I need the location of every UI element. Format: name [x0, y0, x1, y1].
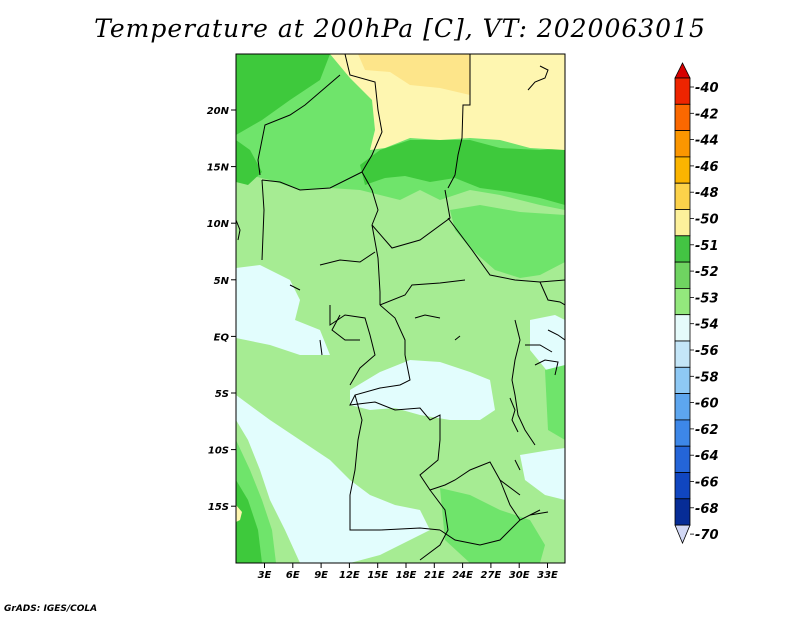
fill-minus52-east — [450, 205, 565, 278]
colorbar-swatch — [674, 314, 691, 342]
colorbar-swatch — [674, 182, 691, 210]
lon-label: 9E — [314, 570, 328, 581]
fill-minus54-se — [530, 315, 565, 372]
chart-title: Temperature at 200hPa [C], VT: 202006301… — [94, 14, 706, 43]
colorbar-swatch — [674, 103, 691, 132]
fill-minus51-band — [360, 140, 565, 205]
colorbar-label: -54 — [695, 318, 719, 333]
colorbar-swatch — [674, 498, 691, 526]
colorbar-bottom-arrow — [674, 524, 691, 545]
colorbar-label: -70 — [695, 528, 719, 543]
fill-minus48-north — [358, 54, 470, 95]
lon-label: 27E — [481, 570, 502, 581]
colorbar-swatch — [674, 472, 691, 500]
colorbar-label: -40 — [695, 81, 719, 96]
colorbar-label: -52 — [695, 265, 719, 280]
lon-label: 3E — [258, 570, 272, 581]
lon-label: 24E — [452, 570, 473, 581]
lon-label: 18E — [396, 570, 417, 581]
colorbar-swatch — [674, 156, 691, 184]
fill-minus52-se — [440, 488, 545, 563]
longitude-axis: 3E 6E 9E 12E 15E 18E 21E 24E 27E 30E 33E — [258, 563, 558, 581]
fill-minus54-south — [236, 395, 430, 563]
fill-minus51-sw — [236, 480, 262, 563]
lat-label: 5S — [215, 389, 229, 400]
fill-minus54-center — [350, 360, 495, 420]
lat-label: 10N — [207, 219, 230, 230]
colorbar-label: -48 — [695, 186, 719, 201]
colorbar-top-arrow — [674, 62, 691, 79]
colorbar-swatch — [674, 419, 691, 447]
colorbar-label: -46 — [695, 160, 719, 175]
colorbar-swatch — [674, 445, 691, 473]
colorbar-swatch — [674, 393, 691, 421]
colorbar-swatch — [674, 209, 691, 237]
latitude-axis: 20N 15N 10N 5N EQ 5S 10S 15S — [207, 106, 236, 513]
colorbar-label: -64 — [695, 449, 719, 464]
colorbar-label: -62 — [695, 423, 719, 438]
fill-minus52-ne-edge — [545, 365, 565, 440]
colorbar-label: -58 — [695, 370, 719, 385]
colorbar-label: -60 — [695, 397, 719, 412]
colorbar-label: -68 — [695, 502, 719, 517]
colorbar-swatch — [674, 340, 691, 368]
colorbar-label: -53 — [695, 291, 719, 306]
colorbar-swatch — [674, 261, 691, 289]
lat-label: 15N — [207, 163, 230, 174]
lon-label: 30E — [509, 570, 530, 581]
fill-minus54-west — [236, 265, 330, 355]
colorbar-label: -66 — [695, 476, 719, 491]
colorbar-swatch — [674, 366, 691, 394]
fill-minus54-se2 — [520, 448, 565, 500]
colorbar-label: -42 — [695, 107, 719, 122]
fill-minus51-west — [236, 140, 262, 185]
lat-label: 10S — [208, 446, 229, 457]
colorbar-label: -56 — [695, 344, 719, 359]
lon-label: 21E — [424, 570, 445, 581]
lakes — [236, 65, 559, 516]
country-borders — [257, 54, 565, 561]
lat-label: 15S — [208, 502, 229, 513]
grads-credit: GrADS: IGES/COLA — [4, 604, 98, 614]
fill-minus50-north — [330, 54, 565, 150]
colorbar-label: -50 — [695, 213, 719, 228]
colorbar-swatch — [674, 287, 691, 316]
lat-label: 5N — [214, 276, 230, 287]
lat-label: 20N — [207, 106, 230, 117]
colorbar-swatch — [674, 235, 691, 263]
lon-label: 6E — [286, 570, 300, 581]
lon-label: 12E — [339, 570, 360, 581]
lon-label: 33E — [537, 570, 558, 581]
lat-label: EQ — [214, 332, 230, 343]
map-frame — [235, 53, 566, 564]
colorbar-label: -51 — [695, 239, 719, 254]
colorbar-swatch — [674, 77, 691, 105]
fill-minus51-nw — [236, 54, 330, 135]
fill-minus50-sw — [236, 505, 242, 522]
colorbar-swatch — [674, 130, 691, 158]
colorbar: -40 -42 -44 -46 -48 -50 -51 -52 -53 -54 -56 -58 -60 -… — [674, 62, 719, 545]
colorbar-label: -44 — [695, 134, 719, 149]
lon-label: 15E — [367, 570, 388, 581]
